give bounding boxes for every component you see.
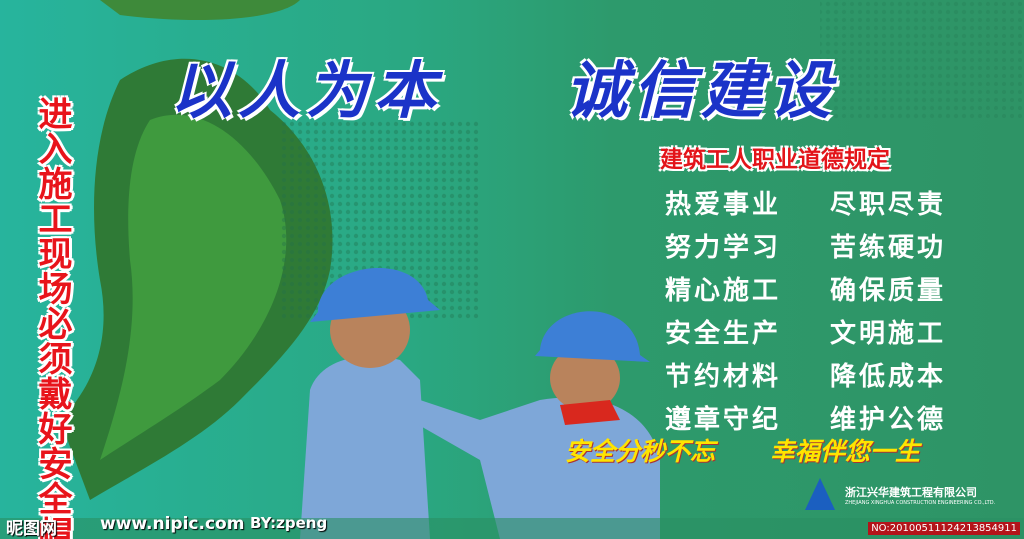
rule-text: 精心施工 (665, 276, 782, 306)
rule-text: 降低成本 (830, 362, 947, 392)
slogan: 安全分秒不忘 (565, 437, 716, 466)
title: 以人为本 (170, 54, 443, 127)
rule-text: 遵章守纪 (665, 405, 782, 435)
vertical-slogan: 进入施工现场必须戴好安全帽 (32, 96, 72, 539)
slogan: 幸福伴您一生 (770, 437, 921, 466)
subtitle: 建筑工人职业道德规定 (660, 147, 890, 173)
rule-text: 维护公德 (830, 405, 947, 435)
company-name-en: ZHEJIANG XINGHUA CONSTRUCTION ENGINEERIN… (845, 500, 996, 506)
rule-text: 安全生产 (665, 319, 782, 349)
rule-text: 尽职尽责 (830, 190, 947, 220)
rule-text: 确保质量 (830, 276, 947, 306)
rule-text: 努力学习 (665, 233, 782, 263)
rule-text: 节约材料 (665, 362, 782, 392)
watermark-url: www.nipic.com (100, 514, 245, 534)
rule-text: 文明施工 (830, 319, 947, 349)
watermark-author: BY:zpeng (250, 514, 328, 532)
rule-text: 热爱事业 (665, 190, 782, 220)
title: 诚信建设 (565, 54, 838, 127)
company-name: 浙江兴华建筑工程有限公司 (845, 486, 977, 499)
watermark-site: 昵图网 (6, 519, 57, 539)
watermark-id: NO:20100511124213854911 (868, 522, 1020, 535)
rule-text: 苦练硬功 (830, 233, 947, 263)
